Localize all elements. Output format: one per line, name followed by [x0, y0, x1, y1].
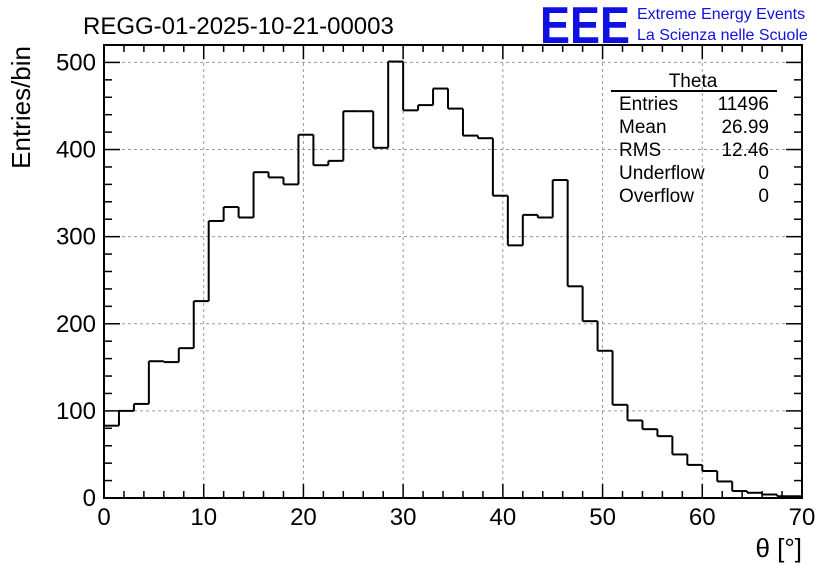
stats-value-overflow: 0 — [758, 186, 769, 207]
x-tick-label: 70 — [789, 504, 816, 531]
stats-label-mean: Mean — [619, 117, 667, 138]
x-tick-label: 50 — [589, 504, 616, 531]
plot-title: REGG-01-2025-10-21-00003 — [83, 13, 394, 40]
y-tick-label: 300 — [56, 224, 96, 251]
stats-title: Theta — [669, 71, 718, 92]
x-tick-label: 30 — [390, 504, 417, 531]
x-axis-title: θ [°] — [755, 533, 802, 563]
y-tick-label: 400 — [56, 137, 96, 164]
stats-label-rms: RMS — [619, 140, 661, 161]
x-tick-label: 10 — [190, 504, 217, 531]
histogram-series — [104, 60, 802, 498]
y-tick-label: 200 — [56, 311, 96, 338]
stats-label-underflow: Underflow — [619, 163, 705, 184]
x-tick-label: 60 — [689, 504, 716, 531]
y-tick-label: 500 — [56, 49, 96, 76]
y-tick-label: 0 — [83, 485, 96, 512]
grid — [104, 45, 802, 498]
stats-label-overflow: Overflow — [619, 186, 694, 207]
eee-logo-mark: EEE — [540, 0, 630, 55]
y-tick-labels: 0 100 200 300 400 500 — [56, 49, 96, 512]
x-tick-label: 20 — [290, 504, 317, 531]
stats-value-entries: 11496 — [718, 94, 769, 115]
y-tick-label: 100 — [56, 398, 96, 425]
stats-value-rms: 12.46 — [721, 140, 769, 161]
stats-label-entries: Entries — [619, 94, 678, 115]
x-tick-labels: 0 10 20 30 40 50 60 70 — [97, 504, 815, 531]
x-tick-label: 0 — [97, 504, 110, 531]
stats-box: Theta Entries 11496 Mean 26.99 RMS 12.46… — [611, 71, 777, 207]
axis-ticks — [103, 44, 803, 499]
stats-value-mean: 26.99 — [721, 117, 769, 138]
y-axis-title: Entries/bin — [6, 46, 36, 169]
stats-value-underflow: 0 — [758, 163, 769, 184]
logo-line-1: Extreme Energy Events — [637, 6, 805, 23]
logo-line-2: La Scienza nelle Scuole — [637, 27, 808, 44]
x-tick-label: 40 — [490, 504, 517, 531]
